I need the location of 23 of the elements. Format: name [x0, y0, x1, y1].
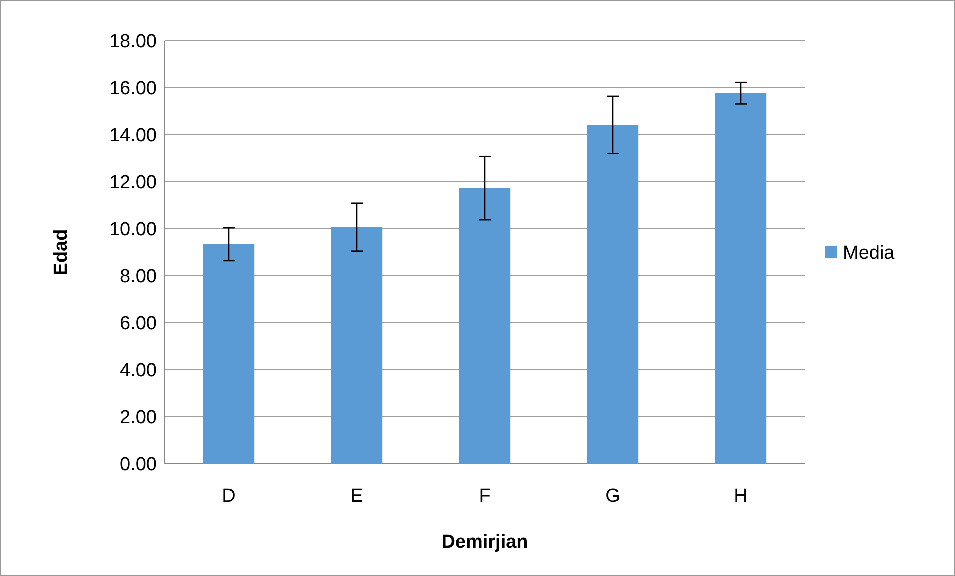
- y-tick-label: 0.00: [120, 454, 157, 476]
- y-tick-label: 8.00: [120, 266, 157, 288]
- y-tick-label: 4.00: [120, 360, 157, 382]
- y-tick-label: 10.00: [109, 220, 157, 241]
- y-axis-title: Edad: [51, 229, 72, 276]
- bar: [587, 125, 639, 464]
- x-tick-label: H: [734, 486, 748, 507]
- x-tick-label: G: [606, 486, 620, 507]
- x-axis-title: Demirjian: [442, 532, 528, 553]
- y-tick-label: 6.00: [120, 314, 157, 335]
- y-tick-label: 2.00: [120, 408, 157, 429]
- x-tick-label: D: [222, 486, 236, 507]
- bar: [715, 93, 767, 464]
- y-tick-label: 14.00: [109, 126, 157, 147]
- y-tick-label: 12.00: [109, 172, 157, 194]
- bar: [459, 188, 511, 464]
- y-tick-label: 18.00: [109, 32, 157, 53]
- legend-label: Media: [843, 243, 896, 264]
- bar: [203, 244, 255, 464]
- y-tick-label: 16.00: [109, 78, 157, 100]
- x-tick-label: F: [479, 486, 491, 507]
- bar: [331, 227, 383, 464]
- x-tick-label: E: [350, 486, 364, 507]
